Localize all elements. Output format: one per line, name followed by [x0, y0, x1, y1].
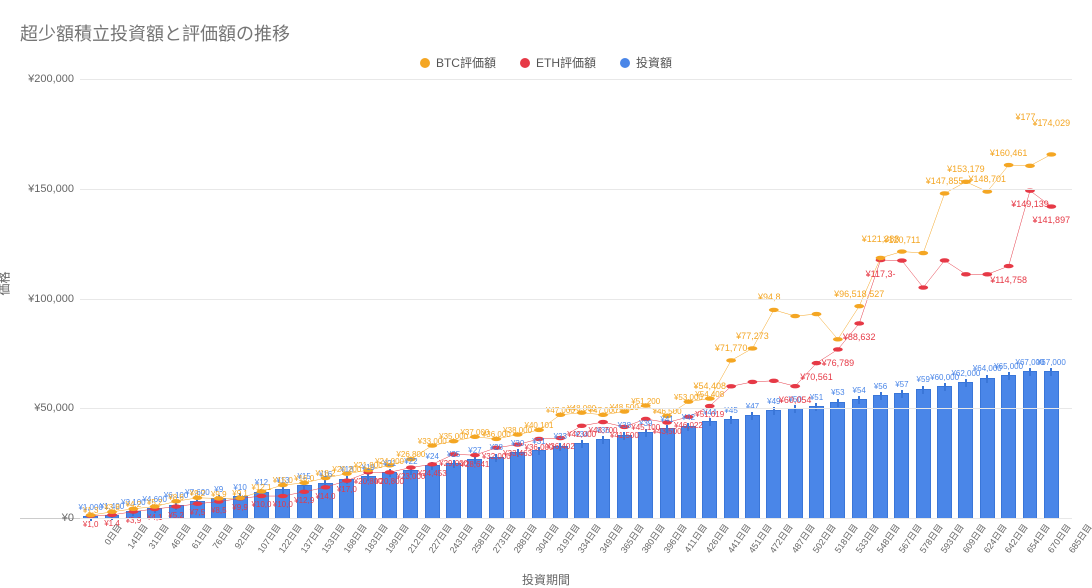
- data-label-invest: ¥56: [874, 382, 887, 391]
- grid-line: [80, 189, 1072, 190]
- data-label-eth: ¥41,500: [610, 431, 639, 440]
- x-axis-label: 投資期間: [20, 571, 1072, 588]
- data-label-btc: ¥26,800: [396, 450, 425, 459]
- data-label-eth: ¥8,5: [211, 506, 227, 515]
- y-tick: ¥200,000: [28, 73, 74, 85]
- data-label-eth: ¥14,0: [315, 492, 335, 501]
- callout-label: ¥96,518,527: [834, 289, 884, 299]
- data-label-eth: ¥9,9: [232, 503, 248, 512]
- chart-title: 超少額積立投資額と評価額の推移: [20, 20, 1072, 46]
- y-tick: ¥0: [62, 512, 74, 524]
- legend-item-btc: BTC評価額: [420, 54, 496, 71]
- data-label-invest: ¥27: [468, 446, 481, 455]
- data-label-invest: ¥28: [490, 443, 503, 452]
- data-label-btc: ¥4,2: [126, 500, 142, 509]
- data-label-eth: ¥10,0: [251, 500, 271, 509]
- data-label-btc: ¥8,6: [168, 493, 184, 502]
- data-label-eth: ¥12,9: [294, 496, 314, 505]
- x-tick: 76日目: [209, 521, 236, 551]
- data-label-eth: ¥10,0: [273, 500, 293, 509]
- data-label-btc: ¥16,0: [294, 474, 314, 483]
- data-label-invest: ¥47: [746, 402, 759, 411]
- callout-label: ¥70,561: [800, 372, 833, 382]
- y-axis: 価格 ¥0¥50,000¥100,000¥150,000¥200,000: [20, 79, 80, 518]
- callout-label: ¥71,770: [715, 343, 748, 353]
- data-label-eth: ¥7,5: [190, 508, 206, 517]
- data-label-btc: ¥5,2: [147, 498, 163, 507]
- grid-line: [80, 408, 1072, 409]
- callout-label: ¥141,897: [1033, 215, 1071, 225]
- callout-label: ¥160,461: [990, 148, 1028, 158]
- callout-label: ¥77,273: [736, 331, 769, 341]
- callout-label: ¥114,758: [990, 275, 1027, 285]
- data-label-btc: ¥15,0: [273, 476, 293, 485]
- legend-item-inv: 投資額: [620, 54, 672, 71]
- data-label-invest: ¥57: [895, 380, 908, 389]
- data-label-eth: ¥46,022: [674, 421, 703, 430]
- legend-marker-inv: [620, 58, 630, 68]
- grid-line: [80, 299, 1072, 300]
- callout-label: ¥148,701: [969, 174, 1007, 184]
- legend-label-inv: 投資額: [636, 54, 672, 71]
- data-label-invest: ¥59: [917, 375, 930, 384]
- callout-label: ¥117,3-: [866, 269, 896, 279]
- legend-label-btc: BTC評価額: [436, 54, 496, 71]
- chart-container: 超少額積立投資額と評価額の推移 BTC評価額 ETH評価額 投資額 価格 ¥0¥…: [20, 20, 1072, 559]
- x-axis: 0日目14日目31日目46日目61日目76日目92日目107日目122日目137…: [80, 519, 1062, 569]
- y-tick: ¥150,000: [28, 183, 74, 195]
- data-label-eth: ¥17,0: [337, 485, 357, 494]
- data-label-btc: ¥3,8: [104, 503, 120, 512]
- data-label-btc: ¥51,200: [631, 397, 660, 406]
- legend: BTC評価額 ETH評価額 投資額: [20, 54, 1072, 71]
- grid-line: [80, 79, 1072, 80]
- data-label-invest: ¥53: [831, 388, 844, 397]
- data-label-invest: ¥42: [682, 413, 695, 422]
- data-label-btc: ¥40,101: [525, 421, 554, 430]
- callout-label: ¥88,632: [843, 332, 876, 342]
- callout-label: ¥60,054: [779, 395, 812, 405]
- data-label-invest: ¥41: [660, 415, 673, 424]
- callout-label: ¥94,8…: [758, 292, 790, 302]
- x-tick: 61日目: [188, 521, 215, 551]
- legend-marker-eth: [520, 58, 530, 68]
- callout-label: ¥147,855: [926, 176, 964, 186]
- data-label-invest: ¥54: [853, 386, 866, 395]
- y-tick: ¥100,000: [28, 293, 74, 305]
- data-label-eth: ¥24,453: [418, 469, 447, 478]
- callout-label: ¥174,029: [1033, 118, 1071, 128]
- data-label-btc: ¥9,9: [211, 490, 227, 499]
- data-label-invest: ¥67,000: [1037, 358, 1066, 367]
- callout-label: ¥153,179: [947, 164, 985, 174]
- callout-label: ¥120,711: [883, 235, 920, 245]
- data-label-btc: ¥1,3: [83, 506, 99, 515]
- x-tick: 46日目: [167, 521, 194, 551]
- data-label-btc: ¥54,408: [695, 390, 724, 399]
- legend-item-eth: ETH評価額: [520, 54, 596, 71]
- data-label-invest: ¥33: [554, 432, 567, 441]
- x-tick: 0日目: [100, 521, 124, 547]
- data-label-invest: ¥25: [447, 450, 460, 459]
- data-label-invest: ¥30: [511, 439, 524, 448]
- callout-label: ¥76,789: [822, 358, 855, 368]
- data-label-invest: ¥38: [618, 421, 631, 430]
- data-label-invest: ¥24: [426, 452, 439, 461]
- legend-marker-btc: [420, 58, 430, 68]
- y-axis-label: 価格: [0, 271, 13, 295]
- data-label-btc: ¥9,2: [190, 489, 206, 498]
- data-label-btc: ¥12,1: [251, 483, 271, 492]
- x-tick: 14日目: [124, 521, 151, 551]
- legend-label-eth: ETH評価額: [536, 54, 596, 71]
- x-tick: 31日目: [145, 521, 172, 551]
- data-label-btc: ¥9,1: [232, 489, 248, 498]
- data-label-eth: ¥51,019: [695, 410, 724, 419]
- callout-label: ¥149,139: [1011, 199, 1049, 209]
- data-label-eth: ¥36,402: [546, 442, 575, 451]
- y-tick: ¥50,000: [34, 402, 74, 414]
- plot-area: 価格 ¥0¥50,000¥100,000¥150,000¥200,000 ¥1,…: [20, 79, 1072, 519]
